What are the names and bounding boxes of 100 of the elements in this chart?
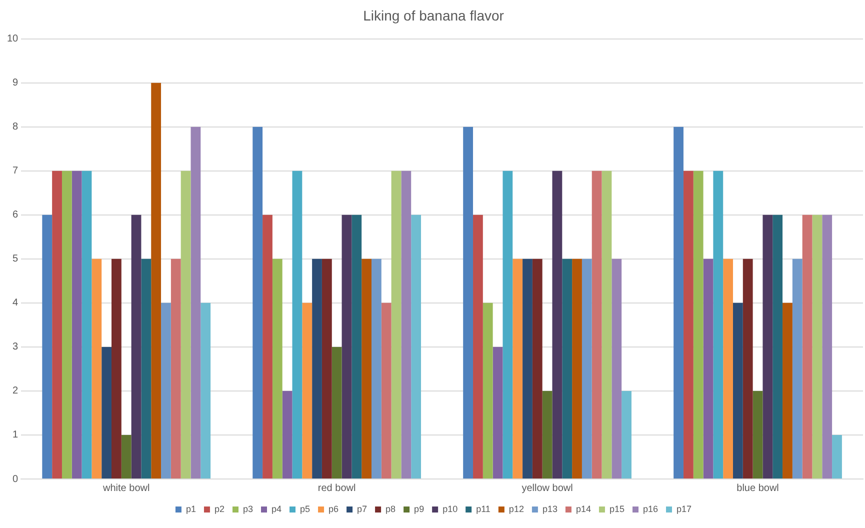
bar — [802, 214, 812, 478]
legend-label: p1 — [186, 504, 196, 514]
bar — [180, 170, 191, 478]
x-tick-label: white bowl — [102, 482, 150, 494]
legend-label: p9 — [414, 504, 424, 514]
bar — [282, 390, 292, 478]
bar — [92, 258, 102, 478]
y-tick-label: 4 — [12, 298, 19, 309]
bar — [582, 258, 592, 478]
legend-label: p2 — [214, 504, 224, 514]
bar — [371, 258, 382, 478]
legend-label: p13 — [542, 504, 558, 514]
legend-label: p15 — [609, 504, 625, 514]
legend-label: p11 — [476, 504, 490, 514]
bar — [322, 258, 332, 478]
bar — [391, 170, 402, 478]
bar — [312, 258, 322, 478]
bar — [272, 258, 282, 478]
bar — [752, 390, 763, 478]
bar — [292, 170, 302, 478]
bar — [562, 258, 572, 478]
bar — [602, 170, 612, 478]
y-tick-label: 6 — [12, 210, 19, 221]
y-tick-label: 0 — [12, 474, 19, 485]
bar — [342, 214, 352, 478]
y-tick-label: 3 — [12, 342, 19, 353]
x-tick-label: yellow bowl — [522, 482, 573, 494]
bar — [131, 214, 142, 478]
bar — [302, 302, 312, 478]
bar — [532, 258, 542, 478]
bar — [42, 214, 52, 478]
bar — [190, 126, 201, 478]
bar — [674, 126, 684, 478]
y-tick-label: 9 — [12, 78, 19, 89]
bar — [262, 214, 272, 478]
bar — [612, 258, 622, 478]
bar — [52, 170, 62, 478]
bar — [502, 170, 513, 478]
y-tick-label: 7 — [12, 166, 19, 177]
legend-label: p7 — [357, 504, 368, 514]
bar — [693, 170, 704, 478]
bar — [492, 346, 503, 478]
y-tick-label: 5 — [12, 254, 19, 265]
legend-label: p5 — [300, 504, 310, 514]
legend-label: p8 — [386, 504, 396, 514]
bar — [832, 434, 842, 478]
bar — [121, 434, 132, 478]
bar — [742, 258, 753, 478]
bar — [482, 302, 493, 478]
bar — [723, 258, 734, 478]
bar — [82, 170, 92, 478]
bar — [522, 258, 532, 478]
bar — [112, 258, 122, 478]
bar — [362, 258, 372, 478]
x-tick-label: red bowl — [318, 482, 356, 494]
bar — [401, 170, 412, 478]
bar — [592, 170, 602, 478]
bar — [782, 302, 792, 478]
bar — [200, 302, 211, 478]
legend-label: p10 — [442, 504, 458, 514]
y-tick-label: 1 — [12, 430, 19, 441]
bar — [772, 214, 783, 478]
bar — [542, 390, 552, 478]
bar — [170, 258, 181, 478]
y-tick-label: 10 — [7, 34, 19, 45]
bar — [411, 214, 422, 478]
legend-label: p17 — [676, 504, 692, 514]
y-tick-label: 2 — [12, 386, 19, 397]
legend-label: p3 — [242, 504, 254, 514]
bar — [151, 82, 162, 478]
bar — [792, 258, 802, 478]
bar — [332, 346, 342, 478]
legend-label: p16 — [642, 504, 658, 514]
legend-label: p12 — [508, 504, 524, 514]
bar — [572, 258, 582, 478]
bar — [102, 346, 112, 478]
bar — [713, 170, 724, 478]
bar — [72, 170, 82, 478]
legend-label: p14 — [576, 504, 591, 514]
bar — [703, 258, 714, 478]
x-tick-label: blue bowl — [736, 482, 779, 494]
bar — [473, 214, 483, 478]
bar — [62, 170, 72, 478]
bar — [161, 302, 171, 478]
bar — [812, 214, 822, 478]
y-tick-label: 8 — [12, 122, 19, 133]
bar — [141, 258, 152, 478]
bar — [381, 302, 392, 478]
bar — [463, 126, 474, 478]
bar — [622, 390, 632, 478]
bar — [762, 214, 773, 478]
bar — [822, 214, 832, 478]
legend-label: p6 — [328, 504, 339, 514]
bar — [552, 170, 562, 478]
bar — [733, 302, 743, 478]
chart-title: Liking of banana flavor — [363, 7, 504, 24]
bar — [252, 126, 263, 478]
legend-label: p4 — [272, 504, 282, 514]
bar — [683, 170, 694, 478]
bar — [352, 214, 362, 478]
